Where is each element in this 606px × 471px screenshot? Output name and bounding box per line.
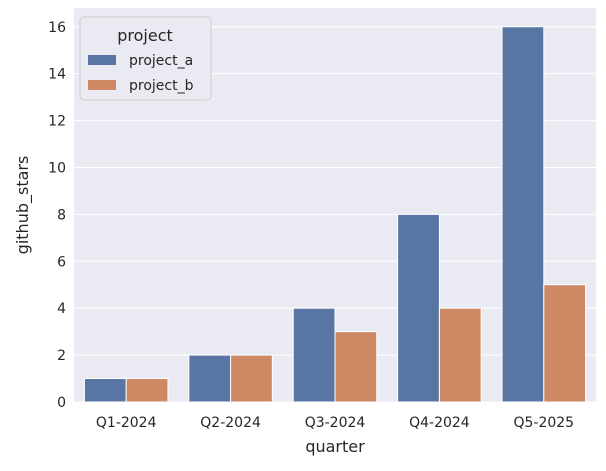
x-tick-label: Q5-2025 (513, 415, 574, 431)
y-tick-labels: 0 2 4 6 8 10 12 14 16 (48, 20, 66, 411)
bar-project-b-q1-2024 (125, 378, 169, 403)
bar-project-b-q4-2024 (438, 307, 482, 403)
x-tick-label: Q2-2024 (200, 415, 261, 431)
bar-project-a-q1-2024 (83, 378, 127, 403)
y-tick-label: 12 (48, 114, 66, 130)
y-tick-label: 10 (48, 160, 66, 176)
legend-swatch-project-b (88, 80, 116, 90)
y-tick-label: 14 (48, 67, 66, 83)
y-axis-label: github_stars (13, 156, 33, 255)
bar-project-a-q3-2024 (292, 307, 336, 403)
x-tick-labels: Q1-2024 Q2-2024 Q3-2024 Q4-2024 Q5-2025 (96, 415, 574, 431)
y-tick-label: 6 (57, 254, 66, 270)
legend-label-project-a: project_a (129, 53, 193, 69)
y-tick-label: 4 (57, 301, 66, 317)
bar-project-a-q2-2024 (188, 354, 232, 403)
legend-title: project (117, 26, 173, 45)
legend-box (79, 16, 212, 101)
y-tick-label: 0 (57, 395, 66, 411)
x-tick-label: Q3-2024 (305, 415, 366, 431)
bar-project-b-q2-2024 (230, 354, 273, 403)
bar-project-b-q3-2024 (334, 331, 378, 403)
x-tick-label: Q1-2024 (96, 415, 157, 431)
x-tick-label: Q4-2024 (409, 415, 470, 431)
legend-swatch-project-a (88, 55, 116, 65)
bar-project-a-q4-2024 (397, 213, 440, 403)
y-tick-label: 16 (48, 20, 66, 36)
bar-project-a-q5-2025 (501, 26, 545, 403)
bars (83, 26, 587, 403)
legend-label-project-b: project_b (129, 78, 194, 94)
y-tick-label: 8 (57, 207, 66, 223)
legend: project project_a project_b (79, 16, 212, 101)
y-tick-label: 2 (57, 348, 66, 364)
bar-project-b-q5-2025 (543, 284, 587, 403)
x-axis-label: quarter (305, 437, 365, 456)
